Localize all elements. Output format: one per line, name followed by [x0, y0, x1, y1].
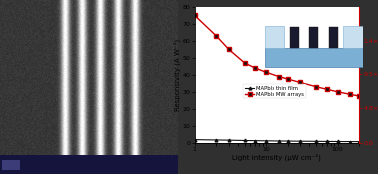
- MAPbI₃ thin film: [348, 141, 352, 143]
- MAPbI₃ MW arrays: [226, 48, 231, 50]
- Polygon shape: [265, 48, 363, 67]
- Polygon shape: [290, 27, 299, 48]
- Polygon shape: [343, 26, 363, 48]
- Polygon shape: [309, 27, 318, 48]
- MAPbI₃ MW arrays: [242, 62, 247, 64]
- MAPbI₃ MW arrays: [335, 91, 340, 93]
- MAPbI₃ MW arrays: [276, 76, 281, 78]
- MAPbI₃ thin film: [226, 139, 231, 141]
- MAPbI₃ thin film: [298, 140, 302, 142]
- Y-axis label: Responsivity (A W⁻¹): Responsivity (A W⁻¹): [174, 39, 181, 111]
- MAPbI₃ thin film: [324, 140, 329, 143]
- MAPbI₃ MW arrays: [192, 14, 197, 17]
- Legend: MAPbI₃ thin film, MAPbI₃ MW arrays: MAPbI₃ thin film, MAPbI₃ MW arrays: [243, 84, 305, 98]
- MAPbI₃ thin film: [214, 139, 218, 141]
- MAPbI₃ MW arrays: [253, 67, 257, 69]
- MAPbI₃ MW arrays: [298, 81, 302, 84]
- MAPbI₃ MW arrays: [348, 93, 352, 95]
- MAPbI₃ thin film: [253, 140, 257, 142]
- MAPbI₃ MW arrays: [285, 78, 290, 80]
- MAPbI₃ thin film: [285, 140, 290, 142]
- MAPbI₃ MW arrays: [264, 71, 268, 73]
- MAPbI₃ MW arrays: [314, 86, 318, 88]
- MAPbI₃ MW arrays: [357, 95, 361, 97]
- Polygon shape: [265, 26, 284, 48]
- MAPbI₃ thin film: [335, 140, 340, 143]
- MAPbI₃ thin film: [357, 141, 361, 143]
- Line: MAPbI₃ thin film: MAPbI₃ thin film: [193, 138, 361, 143]
- MAPbI₃ thin film: [264, 140, 268, 142]
- MAPbI₃ MW arrays: [324, 88, 329, 90]
- MAPbI₃ MW arrays: [214, 35, 218, 37]
- X-axis label: Light intensity (μW cm⁻²): Light intensity (μW cm⁻²): [232, 153, 321, 161]
- MAPbI₃ thin film: [276, 140, 281, 142]
- MAPbI₃ thin film: [314, 140, 318, 142]
- MAPbI₃ thin film: [192, 139, 197, 141]
- Polygon shape: [329, 27, 338, 48]
- MAPbI₃ thin film: [242, 139, 247, 141]
- Line: MAPbI₃ MW arrays: MAPbI₃ MW arrays: [193, 14, 361, 98]
